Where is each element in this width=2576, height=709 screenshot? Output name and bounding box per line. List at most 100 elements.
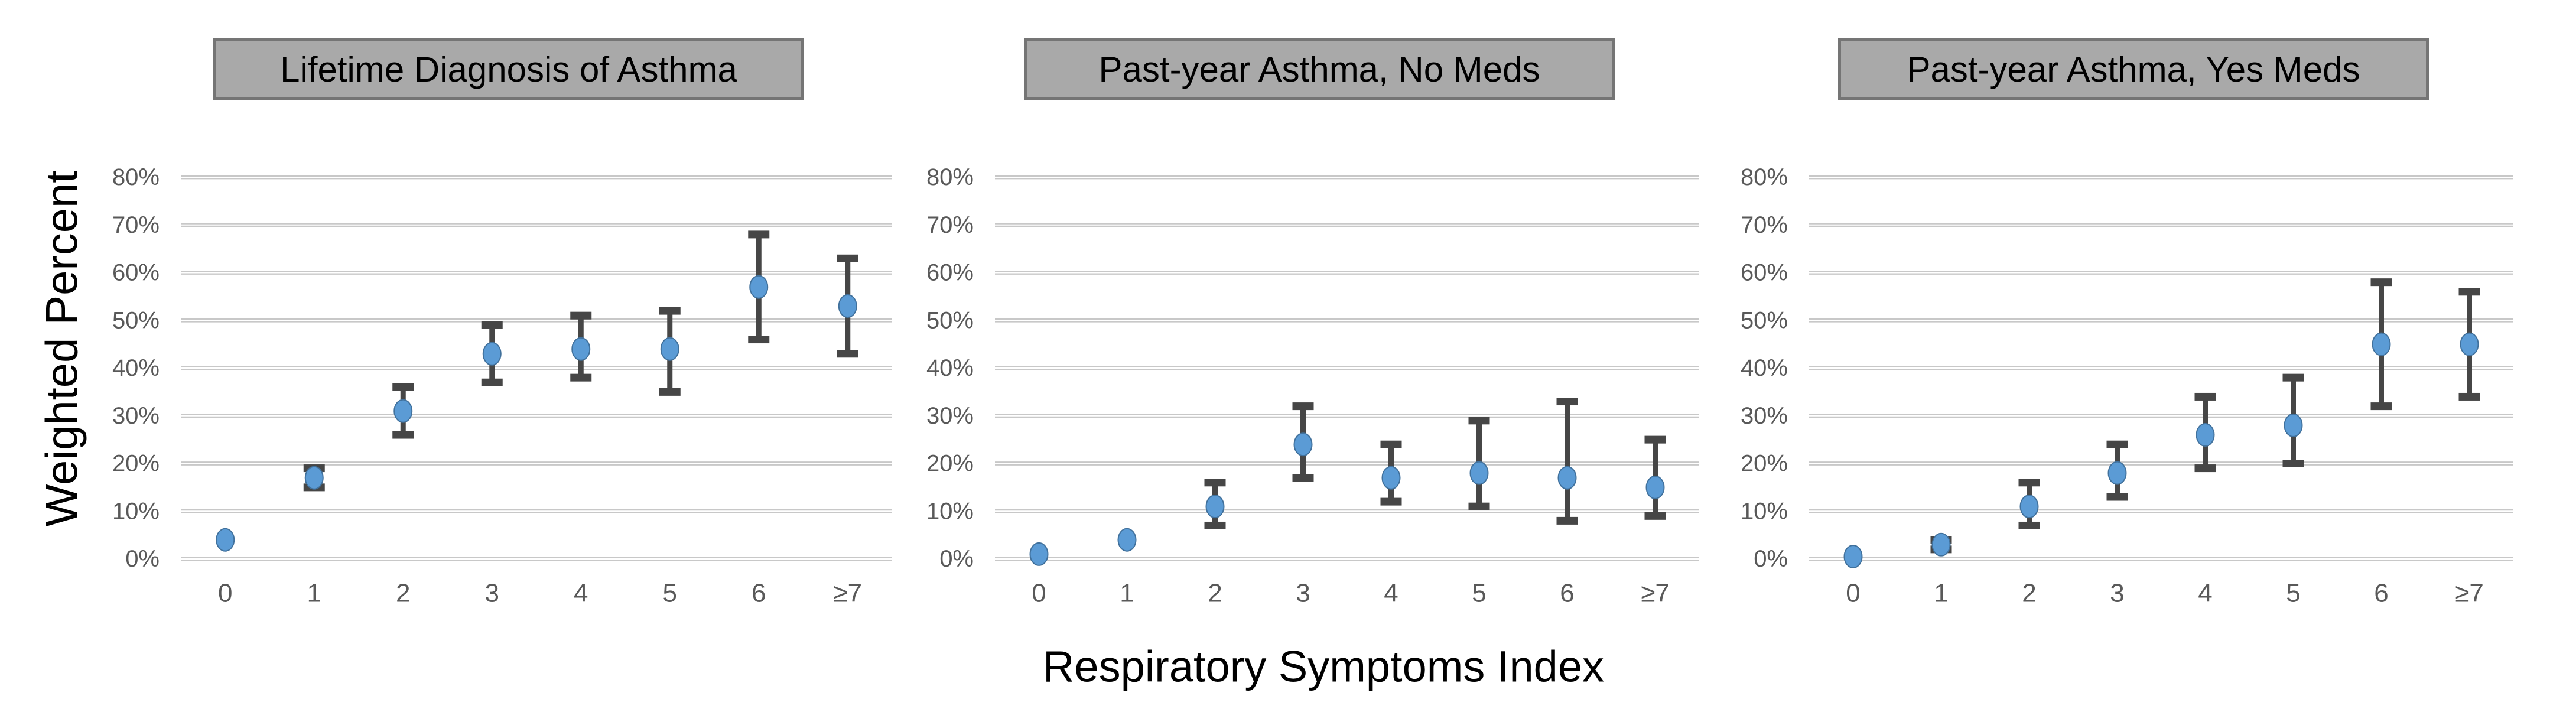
y-tick-label: 0% (1754, 546, 1788, 572)
x-tick-label: 2 (2022, 579, 2036, 608)
y-tick-label: 30% (926, 403, 974, 429)
y-tick-label: 70% (926, 212, 974, 238)
plot-area-1: 0% 10% 20% 30% 40% 50% 60% 70% 80% 0 1 2 3 4 5 6 ≥7 (112, 164, 892, 608)
error-bar-cap (2106, 440, 2128, 448)
error-bar-cap (1292, 474, 1314, 482)
x-tick-label: 4 (574, 579, 588, 608)
error-bar-cap (392, 431, 414, 439)
chart-title-text: Past-year Asthma, No Meds (1098, 49, 1540, 89)
error-bar-cap (2370, 402, 2392, 411)
error-bar-cap (570, 373, 592, 382)
y-tick-label: 20% (926, 451, 974, 477)
chart-title-text: Lifetime Diagnosis of Asthma (280, 49, 737, 89)
y-tick-label: 80% (1741, 164, 1788, 190)
data-point-marker (2460, 332, 2479, 356)
data-point-marker (1117, 528, 1137, 552)
y-tick-label: 50% (1741, 307, 1788, 333)
x-tick-label: 3 (1296, 579, 1310, 608)
y-tick-label: 70% (1741, 212, 1788, 238)
data-point-marker (1381, 466, 1401, 490)
y-tick-label: 40% (1741, 355, 1788, 381)
y-tick-label: 80% (112, 164, 160, 190)
error-bar-cap (1556, 516, 1578, 525)
error-bar-cap (1380, 440, 1402, 448)
error-bar-cap (1380, 497, 1402, 506)
data-point-marker (304, 466, 324, 490)
x-tick-label: 2 (396, 579, 410, 608)
y-tick-label: 20% (1741, 451, 1788, 477)
y-tick-label: 30% (112, 403, 160, 429)
x-tick-label: 3 (485, 579, 499, 608)
x-tick-label: 6 (1560, 579, 1574, 608)
error-bar-cap (1644, 512, 1666, 520)
data-point-marker (1469, 461, 1489, 485)
error-bar-cap (2018, 479, 2040, 487)
error-bar-cap (2194, 464, 2216, 473)
error-bar-cap (2458, 392, 2480, 401)
y-tick-label: 50% (112, 307, 160, 333)
error-bar-cap (2106, 493, 2128, 501)
error-bar-cap (570, 311, 592, 320)
data-point-marker (2284, 413, 2303, 437)
error-bar-cap (837, 350, 858, 358)
data-point-marker (1645, 475, 1665, 499)
data-point-marker (1843, 544, 1863, 568)
error-bar-cap (659, 307, 681, 315)
data-point-marker (660, 337, 679, 361)
data-point-marker (2372, 332, 2391, 356)
error-bar-cap (1468, 502, 1490, 510)
x-tick-label: 2 (1208, 579, 1222, 608)
error-bar-cap (2458, 288, 2480, 296)
plot-area-2: 0% 10% 20% 30% 40% 50% 60% 70% 80% 0 1 2 3 4 5 6 ≥7 (926, 164, 1699, 608)
y-tick-label: 60% (112, 260, 160, 286)
y-tick-label: 0% (125, 546, 160, 572)
y-tick-label: 60% (926, 260, 974, 286)
error-bar-cap (481, 378, 503, 386)
error-bar-cap (2282, 460, 2304, 467)
x-tick-label: 5 (663, 579, 677, 608)
data-point-marker (838, 294, 857, 318)
error-bar-cap (1292, 402, 1314, 411)
chart-title-text: Past-year Asthma, Yes Meds (1907, 49, 2360, 89)
y-tick-label: 70% (112, 212, 160, 238)
y-tick-label: 30% (1741, 403, 1788, 429)
error-bar-cap (2018, 521, 2040, 529)
x-tick-label: 0 (1846, 579, 1860, 608)
x-tick-label: 5 (1472, 579, 1486, 608)
data-point-marker (1931, 532, 1951, 557)
chart-title-box-pastyear-no-meds: Past-year Asthma, No Meds (1024, 38, 1615, 100)
chart-title-box-lifetime-diagnosis: Lifetime Diagnosis of Asthma (213, 38, 804, 100)
y-tick-label: 40% (112, 355, 160, 381)
x-tick-label: 6 (2374, 579, 2388, 608)
x-axis-title: Respiratory Symptoms Index (1042, 642, 1605, 691)
x-tick-label: 5 (2286, 579, 2300, 608)
y-tick-label: 20% (112, 451, 160, 477)
y-tick-label: 60% (1741, 260, 1788, 286)
y-tick-label: 10% (112, 498, 160, 524)
data-point-marker (216, 528, 235, 552)
x-tick-label: 3 (2110, 579, 2124, 608)
error-bar-cap (1204, 521, 1226, 529)
data-point-marker (2019, 495, 2039, 519)
data-point-marker (571, 337, 591, 361)
data-point-marker (1029, 542, 1049, 566)
y-tick-label: 0% (939, 546, 974, 572)
error-bar-cap (837, 254, 858, 262)
x-tick-label: 0 (218, 579, 232, 608)
data-point-marker (1205, 495, 1225, 519)
y-tick-label: 10% (926, 498, 974, 524)
error-bar-cap (1644, 435, 1666, 444)
x-tick-label: ≥7 (833, 579, 862, 608)
data-point-marker (749, 275, 769, 299)
x-tick-label: ≥7 (2455, 579, 2484, 608)
data-point-marker (2196, 423, 2215, 447)
x-tick-label: 0 (1032, 579, 1046, 608)
error-bar-cap (748, 336, 770, 344)
error-bar-cap (481, 321, 503, 329)
x-tick-label: 1 (1934, 579, 1948, 608)
y-tick-label: 80% (926, 164, 974, 190)
y-axis-title: Weighted Percent (37, 170, 87, 527)
plot-area-3: 0% 10% 20% 30% 40% 50% 60% 70% 80% 0 1 2 3 4 5 6 ≥7 (1741, 164, 2513, 608)
